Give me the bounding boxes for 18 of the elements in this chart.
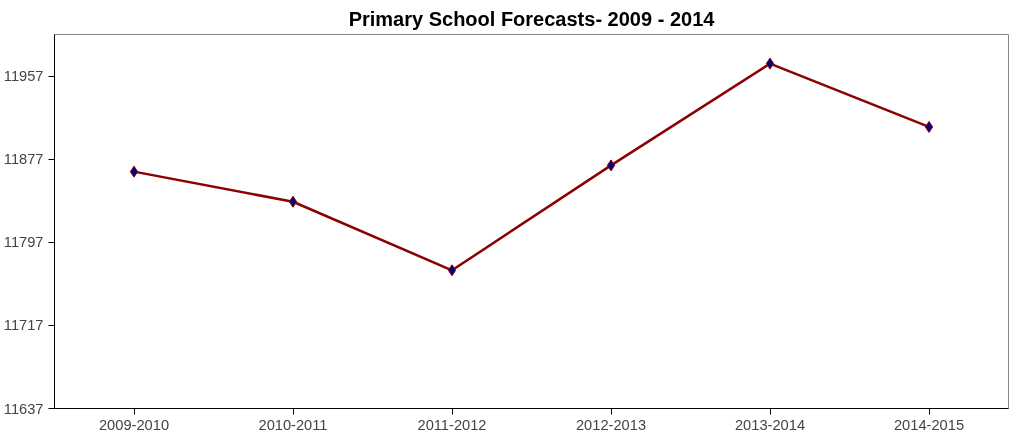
y-tick-label: 11957 [3,68,44,85]
point [288,195,298,208]
x-tick-label: 2010-2011 [258,416,328,433]
x-tick-label: 2014-2015 [893,416,965,433]
y-tick-label: 11797 [3,234,44,251]
y-tick-label: 11877 [3,151,44,168]
y-tick-label: 11637 [3,400,44,417]
x-tick-label: 2011-2012 [417,416,487,433]
point [924,120,934,133]
point [447,264,457,277]
point [129,165,139,178]
point [765,57,775,70]
x-tick-label: 2013-2014 [734,416,806,433]
x-tick-label: 2012-2013 [575,416,647,433]
x-tick-label: 2009-2010 [98,416,170,433]
point [606,159,616,172]
chart-title: Primary School Forecasts- 2009 - 2014 [348,7,716,30]
y-tick-label: 11717 [3,317,44,334]
